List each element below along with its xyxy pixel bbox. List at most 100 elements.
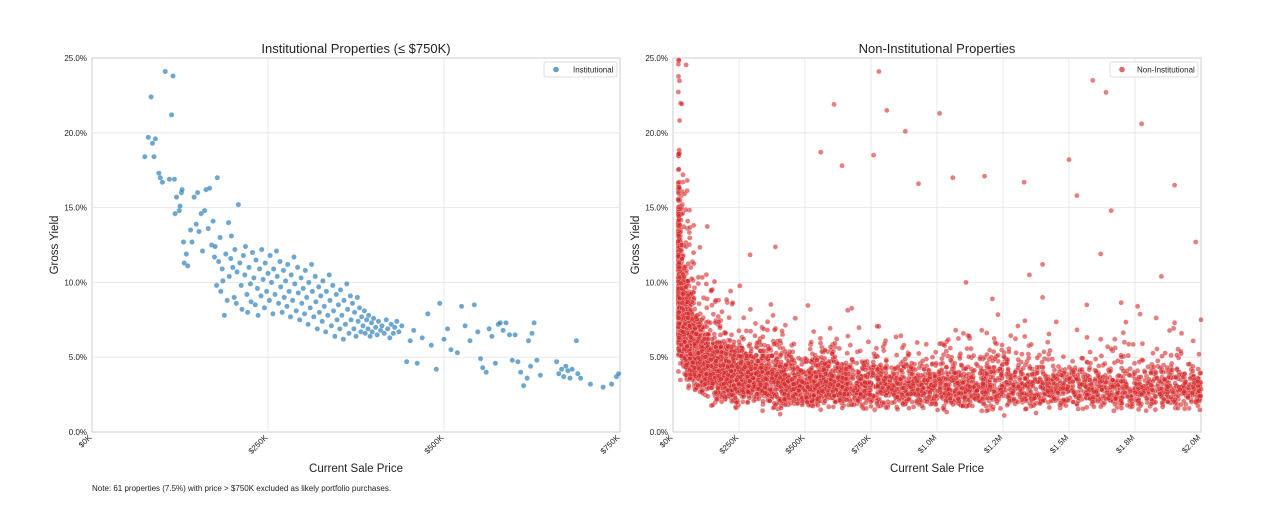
scatter-point <box>231 294 237 301</box>
scatter-point <box>372 324 379 331</box>
scatter-point <box>1124 402 1131 409</box>
scatter-point <box>778 405 784 411</box>
scatter-point <box>839 405 845 411</box>
scatter-point <box>341 297 347 304</box>
scatter-point <box>969 403 976 409</box>
scatter-point <box>721 381 727 387</box>
scatter-point <box>805 302 811 309</box>
scatter-point <box>512 332 518 338</box>
scatter-point <box>145 134 152 141</box>
scatter-point <box>419 335 425 341</box>
x-tick-label: $250K <box>247 433 270 456</box>
scatter-point <box>379 323 385 329</box>
scatter-point <box>471 302 478 308</box>
scatter-point <box>1152 393 1158 399</box>
scatter-point <box>979 327 985 333</box>
scatter-point <box>1153 315 1159 321</box>
scatter-point <box>444 326 451 332</box>
scatter-point <box>675 89 681 95</box>
scatter-point <box>826 404 832 410</box>
scatter-point <box>791 386 797 392</box>
scatter-point <box>970 352 977 359</box>
scatter-point <box>1050 363 1056 369</box>
scatter-point <box>984 351 990 358</box>
scatter-point <box>194 189 201 196</box>
scatter-point <box>719 309 725 315</box>
scatter-point <box>558 366 565 372</box>
scatter-point <box>358 314 365 320</box>
scatter-point <box>699 388 705 395</box>
scatter-point <box>361 308 368 314</box>
scatter-point <box>1026 355 1032 361</box>
scatter-point <box>931 373 938 380</box>
scatter-point <box>695 280 701 287</box>
scatter-point <box>218 288 224 295</box>
scatter-point <box>277 258 283 265</box>
scatter-point <box>941 342 947 348</box>
scatter-point <box>717 332 724 338</box>
scatter-point <box>1034 355 1040 361</box>
scatter-point <box>221 312 228 319</box>
scatter-point <box>716 368 722 374</box>
scatter-point <box>1015 357 1021 363</box>
scatter-point <box>332 333 338 340</box>
scatter-point <box>687 235 693 241</box>
scatter-point <box>1137 311 1143 317</box>
scatter-point <box>263 288 270 295</box>
scatter-point <box>966 333 972 339</box>
scatter-point <box>414 360 420 366</box>
scatter-point <box>227 255 234 262</box>
scatter-point <box>1090 394 1096 400</box>
scatter-point <box>342 321 349 328</box>
scatter-point <box>873 345 880 351</box>
scatter-point <box>1022 362 1029 368</box>
scatter-point <box>871 362 877 369</box>
scatter-point <box>575 370 581 377</box>
scatter-point <box>856 325 862 331</box>
scatter-point <box>337 287 344 293</box>
scatter-point <box>300 285 306 292</box>
scatter-point <box>677 206 684 212</box>
scatter-point <box>325 312 331 319</box>
scatter-point <box>148 94 154 100</box>
scatter-point <box>913 398 920 404</box>
scatter-point <box>1164 364 1170 371</box>
scatter-point <box>339 312 345 319</box>
x-tick-label: $1.2M <box>982 433 1004 455</box>
scatter-point <box>818 407 824 413</box>
scatter-point <box>712 375 718 381</box>
scatter-point <box>215 258 222 265</box>
non-institutional-chart: Non-Institutional Properties 0.0%5.0%10.… <box>630 41 1204 475</box>
scatter-point <box>700 295 707 301</box>
scatter-point <box>924 399 930 405</box>
scatter-point <box>953 327 959 333</box>
scatter-point <box>344 281 350 287</box>
scatter-point <box>850 359 856 365</box>
scatter-point <box>254 285 261 292</box>
scatter-point <box>232 246 238 253</box>
scatter-point <box>237 260 243 266</box>
scatter-point <box>973 361 980 367</box>
scatter-point <box>1133 380 1139 387</box>
scatter-point <box>1190 338 1196 344</box>
scatter-point <box>1027 365 1033 371</box>
scatter-point <box>1047 347 1053 354</box>
scatter-point <box>691 260 697 267</box>
scatter-point <box>966 354 972 360</box>
scatter-point <box>766 346 772 352</box>
scatter-point <box>857 376 863 382</box>
scatter-point <box>1084 302 1090 308</box>
scatter-point <box>675 368 682 375</box>
y-tick-label: 25.0% <box>64 54 87 63</box>
scatter-point <box>394 318 400 325</box>
scatter-point <box>280 267 287 274</box>
scatter-point <box>908 364 914 371</box>
scatter-point <box>727 288 734 294</box>
scatter-point <box>923 341 929 347</box>
x-tick-label: $500K <box>423 433 446 456</box>
scatter-point <box>881 400 887 406</box>
scatter-point <box>1012 336 1019 342</box>
scatter-point <box>686 383 692 389</box>
scatter-point <box>703 272 710 278</box>
scatter-point <box>180 239 187 245</box>
